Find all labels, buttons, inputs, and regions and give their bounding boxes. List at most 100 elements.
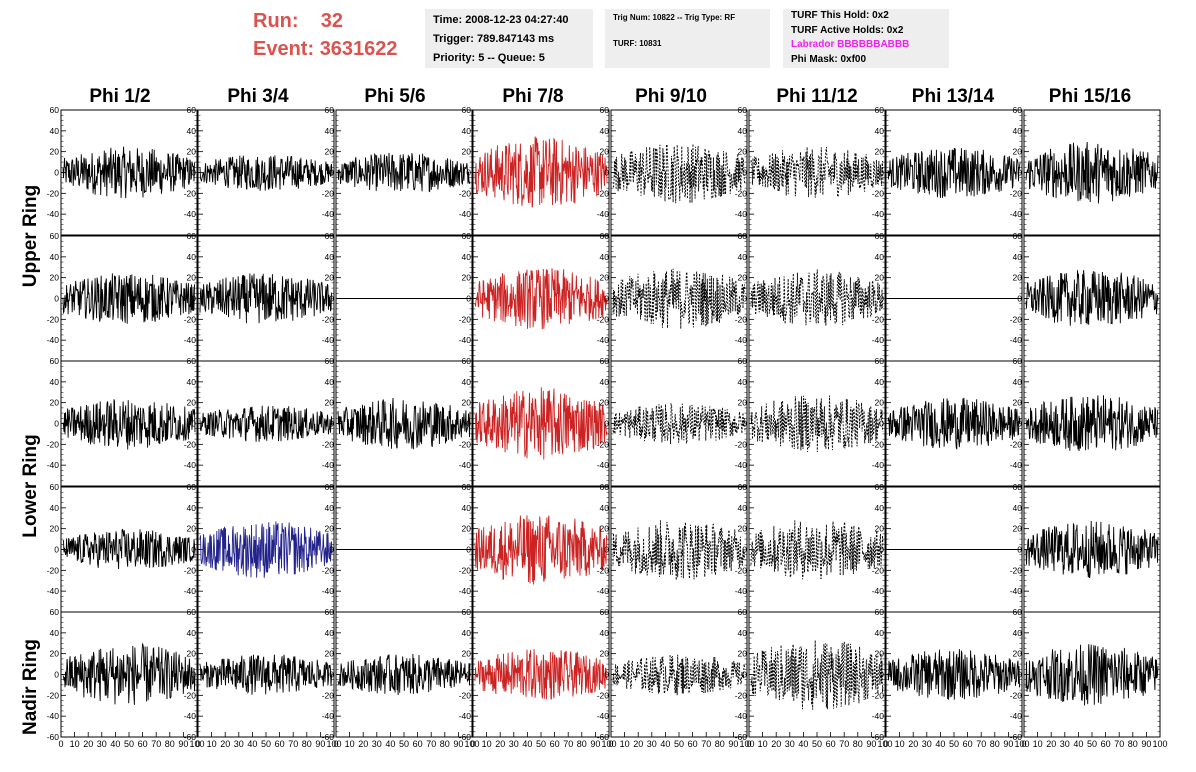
y-tick-label: 0 <box>191 545 196 555</box>
x-tick-label: 100 <box>1014 739 1029 749</box>
waveform-panel: -40 -20 0 20 40 60 <box>322 231 473 362</box>
column-title: Phi 15/16 <box>1048 86 1132 107</box>
y-tick-label: -20 <box>735 188 748 198</box>
waveform-line <box>199 405 333 442</box>
y-tick-label: -40 <box>1010 335 1023 345</box>
x-tick-label: 10 <box>758 739 768 749</box>
panel-frame <box>472 486 610 613</box>
y-tick-label: -20 <box>459 565 472 575</box>
y-tick-label: -20 <box>184 565 197 575</box>
waveform-panel: -40 -20 0 20 40 60 <box>47 356 198 487</box>
y-tick-label: 0 <box>879 419 884 429</box>
y-tick-label: 40 <box>875 503 885 513</box>
y-tick-label: 0 <box>54 419 59 429</box>
x-tick-label: 90 <box>728 739 738 749</box>
y-tick-label: 20 <box>875 398 885 408</box>
y-tick-label: 40 <box>738 252 748 262</box>
y-tick-label: -20 <box>597 188 610 198</box>
y-tick-label: 60 <box>325 356 335 366</box>
y-tick-label: -40 <box>1010 209 1023 219</box>
y-tick-label: -40 <box>872 460 885 470</box>
waveform-panel: -40 -20 0 20 40 60 <box>597 105 748 236</box>
waveform-line <box>750 269 884 326</box>
y-tick-label: 20 <box>875 649 885 659</box>
x-tick-label: 10 <box>482 739 492 749</box>
waveform-line <box>612 143 746 204</box>
waveform-panel: -40 -20 0 20 40 60 <box>872 356 1023 487</box>
y-tick-label: -60 <box>872 732 885 742</box>
y-tick-label: 20 <box>1013 398 1023 408</box>
x-tick-label: 30 <box>922 739 932 749</box>
y-tick-label: -40 <box>47 460 60 470</box>
x-tick-label: 30 <box>97 739 107 749</box>
waveform-line <box>199 521 333 578</box>
y-tick-label: -60 <box>184 732 197 742</box>
y-tick-label: 40 <box>462 252 472 262</box>
x-tick-label: 80 <box>853 739 863 749</box>
y-tick-label: 60 <box>50 482 60 492</box>
waveform-line <box>750 640 884 710</box>
y-tick-label: -20 <box>184 188 197 198</box>
y-tick-label: 20 <box>462 524 472 534</box>
y-tick-label: 60 <box>50 607 60 617</box>
y-tick-label: 20 <box>600 649 610 659</box>
x-tick-label: 60 <box>688 739 698 749</box>
y-tick-label: 60 <box>325 231 335 241</box>
waveform-panel: -40 -20 0 20 40 60 <box>47 231 198 362</box>
x-tick-label: 40 <box>660 739 670 749</box>
y-tick-label: -20 <box>184 690 197 700</box>
y-tick-label: 60 <box>187 231 197 241</box>
y-tick-label: 60 <box>187 105 197 115</box>
x-tick-label: 40 <box>798 739 808 749</box>
y-tick-label: 0 <box>604 168 609 178</box>
y-tick-label: 0 <box>329 168 334 178</box>
waveform-panel: -40 -20 0 20 40 60 <box>872 231 1023 362</box>
y-tick-label: 20 <box>738 649 748 659</box>
y-tick-label: 40 <box>1013 377 1023 387</box>
x-tick-label: 0 <box>195 739 200 749</box>
waveform-line <box>750 395 884 453</box>
y-tick-label: -40 <box>47 711 60 721</box>
waveform-line <box>199 273 333 324</box>
y-tick-label: 60 <box>875 482 885 492</box>
y-tick-label: -20 <box>597 690 610 700</box>
y-tick-label: 20 <box>738 398 748 408</box>
y-tick-label: 60 <box>738 231 748 241</box>
column-title: Phi 9/10 <box>635 86 707 107</box>
x-tick-label: 40 <box>935 739 945 749</box>
y-tick-label: -20 <box>597 314 610 324</box>
y-tick-label: -20 <box>1010 565 1023 575</box>
waveform-line <box>474 136 608 208</box>
y-tick-label: 40 <box>1013 126 1023 136</box>
y-tick-label: 60 <box>50 105 60 115</box>
y-tick-label: 40 <box>738 628 748 638</box>
y-tick-label: -20 <box>1010 188 1023 198</box>
y-tick-label: -40 <box>597 711 610 721</box>
y-tick-label: -60 <box>597 732 610 742</box>
waveform-panel: -40 -20 0 20 40 60 <box>597 482 748 613</box>
y-tick-label: 20 <box>600 398 610 408</box>
x-tick-label: 80 <box>165 739 175 749</box>
y-tick-label: 40 <box>1013 628 1023 638</box>
waveform-panel: -40 -20 0 20 40 60 <box>872 482 1023 613</box>
x-tick-label: 30 <box>647 739 657 749</box>
y-tick-label: -20 <box>47 565 60 575</box>
y-tick-label: -60 <box>1010 732 1023 742</box>
x-tick-label: 30 <box>509 739 519 749</box>
y-tick-label: 20 <box>600 147 610 157</box>
y-tick-label: 0 <box>604 670 609 680</box>
x-tick-label: 20 <box>495 739 505 749</box>
x-tick-label: 30 <box>372 739 382 749</box>
waveform-line <box>337 397 471 450</box>
x-tick-label: 0 <box>883 739 888 749</box>
y-tick-label: -20 <box>735 690 748 700</box>
y-tick-label: 60 <box>875 105 885 115</box>
y-tick-label: -40 <box>735 209 748 219</box>
y-tick-label: -40 <box>735 335 748 345</box>
y-tick-label: 20 <box>1013 273 1023 283</box>
x-tick-label: 60 <box>138 739 148 749</box>
y-tick-label: 20 <box>462 273 472 283</box>
